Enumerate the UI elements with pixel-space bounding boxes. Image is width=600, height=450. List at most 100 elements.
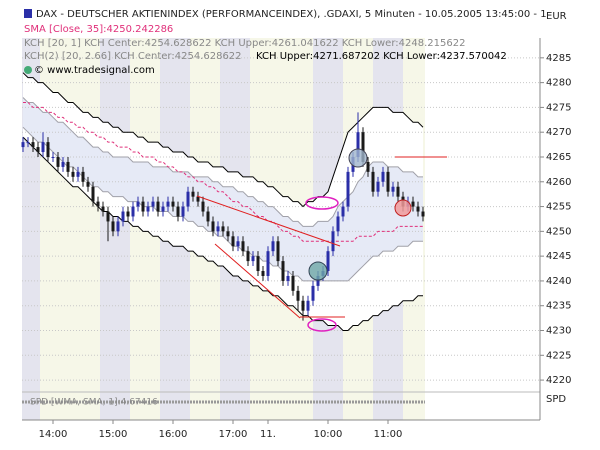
candle-body: [271, 241, 275, 252]
candle-body: [161, 206, 165, 212]
candle-body: [421, 211, 425, 217]
copyright: © www.tradesignal.com: [34, 65, 155, 76]
candle-body: [231, 236, 235, 247]
plot-background-future: [425, 38, 540, 420]
candle-body: [46, 142, 50, 157]
y-tick-label: 4250: [546, 226, 571, 237]
candle-body: [166, 201, 170, 207]
x-tick-label: 16:00: [159, 429, 188, 440]
y-tick-label: 4285: [546, 53, 571, 64]
channel-upper: [22, 97, 423, 227]
candle-body: [61, 161, 65, 167]
x-tick-label: 14:00: [39, 429, 68, 440]
channel-fill: [23, 97, 423, 281]
y-tick-label: 4245: [546, 251, 571, 262]
x-tick-label: 11:00: [374, 429, 403, 440]
candle-body: [36, 147, 40, 153]
candle-body: [241, 241, 245, 252]
candle-body: [326, 251, 330, 272]
candle-body: [221, 226, 225, 232]
candle-body: [156, 201, 160, 212]
candle-body: [151, 201, 155, 207]
y-tick-label: 4230: [546, 326, 571, 337]
candle-body: [416, 206, 420, 212]
candle-body: [256, 256, 260, 272]
candle-body: [251, 256, 255, 262]
x-tick-label: 11.: [260, 429, 276, 440]
candle-body: [121, 211, 125, 222]
channel-lower: [22, 126, 423, 282]
candle-body: [286, 275, 290, 281]
y-tick-label: 4255: [546, 202, 571, 213]
chart-title: DAX - DEUTSCHER AKTIENINDEX (PERFORMANCE…: [36, 9, 547, 20]
candle-body: [146, 206, 150, 212]
candle-body: [131, 206, 135, 217]
candle-body: [266, 251, 270, 276]
candle-body: [31, 142, 35, 148]
candle-body: [51, 156, 55, 158]
candle-body: [346, 171, 350, 207]
candle-body: [216, 226, 220, 232]
candle-body: [291, 275, 295, 291]
candle-body: [201, 201, 205, 212]
candle-body: [171, 201, 175, 207]
candle-body: [371, 171, 375, 192]
candle-body: [281, 261, 285, 281]
candle-body: [191, 191, 195, 197]
candle-body: [236, 241, 240, 247]
candle-body: [81, 171, 85, 182]
candle-body: [366, 161, 370, 172]
candle-body: [381, 171, 385, 182]
candle-body: [336, 216, 340, 232]
candle-body: [261, 271, 265, 276]
y-tick-label: 4240: [546, 276, 571, 287]
candle-body: [246, 251, 250, 262]
candle-body: [186, 191, 190, 207]
candle-body: [411, 201, 415, 207]
currency-label: EUR: [546, 11, 567, 22]
y-tick-label: 4225: [546, 350, 571, 361]
legend-kch1: KCH [20, 1] KCH Center:4254.628622 KCH U…: [24, 38, 465, 49]
candle-body: [386, 171, 390, 192]
candle-body: [316, 275, 320, 286]
candle-body: [71, 171, 75, 177]
legend-kch2-bounds: KCH Upper:4271.687202 KCH Lower:4237.570…: [256, 51, 507, 62]
candle-body: [66, 161, 70, 172]
y-tick-label: 4235: [546, 301, 571, 312]
annotations: [196, 148, 447, 332]
candle-body: [296, 290, 300, 301]
candle-body: [21, 142, 25, 148]
legend-kch2: KCH(2) [20, 2.66] KCH Center:4254.628622: [24, 51, 242, 62]
candle-body: [331, 231, 335, 252]
candle-body: [56, 156, 60, 167]
globe-icon: [24, 66, 32, 74]
candle-body: [96, 201, 100, 207]
candle-body: [116, 221, 120, 232]
candle-body: [391, 186, 395, 192]
candle-body: [181, 206, 185, 217]
candle-body: [361, 132, 365, 162]
symbol-icon: [24, 9, 32, 18]
candle-body: [106, 211, 110, 222]
subpanel-label: SPD [WMA, SMA, 1]:4.67416: [30, 398, 158, 408]
candle-body: [141, 201, 145, 212]
y-tick-label: 4220: [546, 375, 571, 386]
candle-body: [86, 181, 90, 187]
candle-body: [126, 211, 130, 217]
candle-body: [91, 186, 95, 202]
candle-body: [211, 221, 215, 232]
candle-body: [111, 221, 115, 232]
legend-sma: SMA [Close, 35]:4250.242286: [24, 24, 173, 35]
candle-body: [41, 142, 45, 153]
candle-body: [176, 206, 180, 217]
candle-body: [306, 300, 310, 311]
candle-body: [356, 132, 360, 157]
candle-body: [26, 142, 30, 144]
candle-body: [196, 196, 200, 202]
x-tick-label: 15:00: [99, 429, 128, 440]
channel-upper: [22, 72, 424, 208]
candle-body: [376, 181, 380, 192]
x-tick-label: 17:00: [219, 429, 248, 440]
candle-body: [311, 285, 315, 301]
